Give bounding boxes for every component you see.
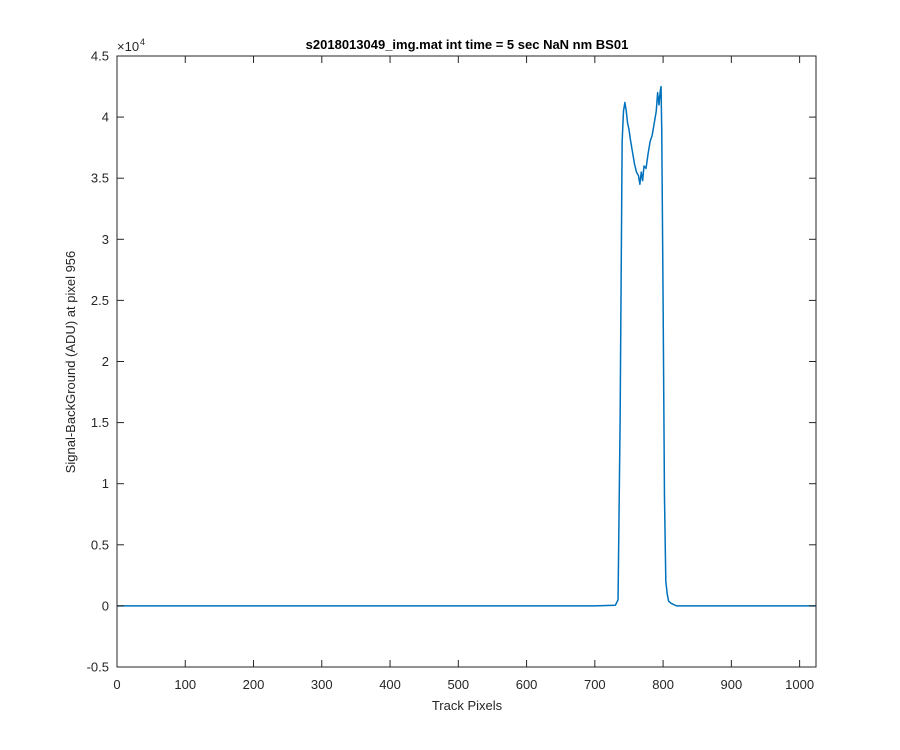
y-tick-label: 2.5	[91, 293, 109, 308]
y-tick-label: 3	[102, 232, 109, 247]
y-tick-label: -0.5	[87, 660, 109, 675]
x-tick-label: 900	[721, 677, 743, 692]
x-tick-label: 700	[584, 677, 606, 692]
x-tick-label: 800	[652, 677, 674, 692]
x-tick-label: 300	[311, 677, 333, 692]
y-axis-label: Signal-BackGround (ADU) at pixel 956	[63, 251, 78, 474]
x-tick-label: 0	[113, 677, 120, 692]
y-tick-label: 0.5	[91, 537, 109, 552]
y-tick-label: 4.5	[91, 49, 109, 64]
x-tick-label: 200	[243, 677, 265, 692]
axes-box	[116, 55, 817, 668]
plot-area	[117, 85, 816, 607]
axes-background	[117, 56, 816, 667]
y-tick-label: 1.5	[91, 415, 109, 430]
x-axis-ticks: 0 100 200 300 400 500 600 700 800 900 1000	[113, 56, 814, 692]
y-tick-label: 3.5	[91, 171, 109, 186]
y-tick-label: 0	[102, 598, 109, 613]
y-multiplier-base: ×10	[117, 39, 139, 54]
x-tick-label: 400	[379, 677, 401, 692]
x-axis-label: Track Pixels	[432, 698, 503, 713]
x-tick-label: 600	[516, 677, 538, 692]
x-tick-label: 100	[174, 677, 196, 692]
series-line-0	[117, 85, 816, 607]
x-tick-label: 1000	[785, 677, 814, 692]
y-multiplier-exponent: 4	[140, 37, 145, 47]
chart-title: s2018013049_img.mat int time = 5 sec NaN…	[306, 37, 629, 52]
y-tick-label: 2	[102, 354, 109, 369]
y-tick-label: 4	[102, 110, 109, 125]
x-tick-label: 500	[447, 677, 469, 692]
y-axis-multiplier: ×10 4	[117, 37, 145, 54]
y-tick-label: 1	[102, 476, 109, 491]
